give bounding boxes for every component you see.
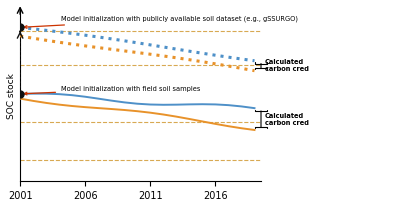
Text: Calculated
carbon cred: Calculated carbon cred (265, 113, 309, 126)
Y-axis label: SOC stock: SOC stock (7, 73, 16, 119)
Text: Calculated
carbon cred: Calculated carbon cred (265, 59, 309, 72)
Text: Model initialization with publicly available soil dataset (e.g., gSSURGO): Model initialization with publicly avail… (24, 16, 298, 28)
Text: Model initialization with field soil samples: Model initialization with field soil sam… (24, 86, 200, 95)
